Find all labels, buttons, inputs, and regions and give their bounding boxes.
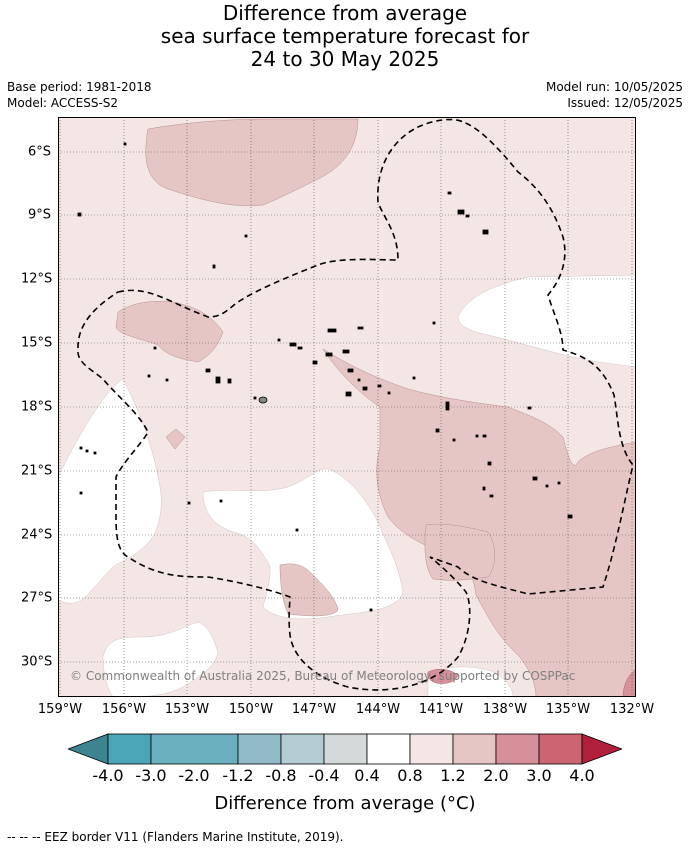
- warm-region-southeast-nested: [424, 523, 495, 581]
- hot-region-southeast-edge: [622, 668, 636, 697]
- lon-label-153w: 153°W: [164, 702, 210, 717]
- colorbar: [66, 733, 624, 771]
- neutral-region-central: [202, 468, 404, 620]
- colorbar-label-4: -1.2: [222, 766, 254, 785]
- neutral-region-northeast: [457, 274, 636, 368]
- colorbar-label-11: 3.0: [526, 766, 552, 785]
- lon-label-141w: 141°W: [418, 702, 464, 717]
- lon-label-147w: 147°W: [291, 702, 337, 717]
- lon-label-138w: 138°W: [482, 702, 528, 717]
- warm-region-north: [145, 118, 359, 207]
- hot-region-south: [427, 668, 459, 684]
- warm-region-east: [322, 348, 636, 697]
- lat-label-6s: 6°S: [28, 144, 52, 160]
- lon-label-159w: 159°W: [37, 702, 83, 717]
- lat-label-30s: 30°S: [21, 654, 53, 670]
- lat-label-15s: 15°S: [21, 335, 53, 351]
- neutral-region-southwest: [102, 621, 219, 697]
- islands: [77, 142, 573, 612]
- colorbar-segment-10: [538, 733, 583, 765]
- lat-label-9s: 9°S: [28, 207, 52, 223]
- graticule: [58, 117, 636, 697]
- colorbar-label-1: -4.0: [92, 766, 124, 785]
- colorbar-label-12: 4.0: [569, 766, 595, 785]
- lon-label-144w: 144°W: [355, 702, 401, 717]
- colorbar-label-5: -0.8: [265, 766, 297, 785]
- copyright-text: © Commonwealth of Australia 2025, Bureau…: [70, 669, 576, 683]
- map-frame: [58, 117, 636, 697]
- colorbar-segment-3: [237, 733, 282, 765]
- colorbar-label-2: -3.0: [135, 766, 167, 785]
- issued-text: Issued: 12/05/2025: [567, 96, 683, 110]
- colorbar-segment-5: [323, 733, 368, 765]
- lon-label-135w: 135°W: [545, 702, 591, 717]
- warm-region-central-south: [279, 563, 339, 617]
- colorbar-segment-8: [452, 733, 497, 765]
- title-line-2: sea surface temperature forecast for: [160, 24, 530, 48]
- neutral-region-west: [58, 378, 162, 604]
- meta-right: Model run: 10/05/2025 Issued: 12/05/2025: [546, 79, 683, 111]
- colorbar-label-3: -2.0: [178, 766, 210, 785]
- warm-region-small: [165, 428, 186, 450]
- colorbar-svg: [66, 733, 624, 765]
- meta-left: Base period: 1981-2018 Model: ACCESS-S2: [7, 79, 152, 111]
- anomaly-map: [58, 117, 636, 697]
- colorbar-extend-high: [581, 733, 624, 765]
- title-line-3: 24 to 30 May 2025: [250, 47, 440, 71]
- colorbar-segment-7: [409, 733, 454, 765]
- lat-label-18s: 18°S: [21, 399, 53, 415]
- colorbar-label-8: 0.8: [397, 766, 423, 785]
- map-panel: [58, 117, 636, 697]
- colorbar-segment-2: [150, 733, 239, 765]
- colorbar-title: Difference from average (°C): [214, 793, 476, 814]
- colorbar-label-10: 2.0: [483, 766, 509, 785]
- lat-label-27s: 27°S: [21, 590, 53, 606]
- colorbar-segment-6: [366, 733, 411, 765]
- lat-label-21s: 21°S: [21, 463, 53, 479]
- model-run-text: Model run: 10/05/2025: [545, 80, 683, 94]
- map-title: Difference from average sea surface temp…: [0, 2, 690, 71]
- lat-label-24s: 24°S: [21, 527, 53, 543]
- colorbar-segment-9: [495, 733, 540, 765]
- colorbar-label-9: 1.2: [440, 766, 466, 785]
- model-text: Model: ACCESS-S2: [7, 96, 119, 110]
- title-line-1: Difference from average: [222, 1, 468, 25]
- lon-label-156w: 156°W: [101, 702, 147, 717]
- colorbar-label-6: -0.4: [308, 766, 340, 785]
- colorbar-label-7: 0.4: [354, 766, 380, 785]
- lat-label-12s: 12°S: [21, 271, 53, 287]
- eez-footnote: -- -- -- EEZ border V11 (Flanders Marine…: [7, 830, 344, 844]
- lon-label-150w: 150°W: [228, 702, 274, 717]
- eez-border: [77, 118, 634, 691]
- warm-region-west: [115, 301, 224, 363]
- colorbar-segment-1: [107, 733, 152, 765]
- base-period-text: Base period: 1981-2018: [7, 80, 152, 94]
- colorbar-segment-4: [280, 733, 325, 765]
- lon-label-132w: 132°W: [609, 702, 655, 717]
- colorbar-extend-low: [66, 733, 109, 765]
